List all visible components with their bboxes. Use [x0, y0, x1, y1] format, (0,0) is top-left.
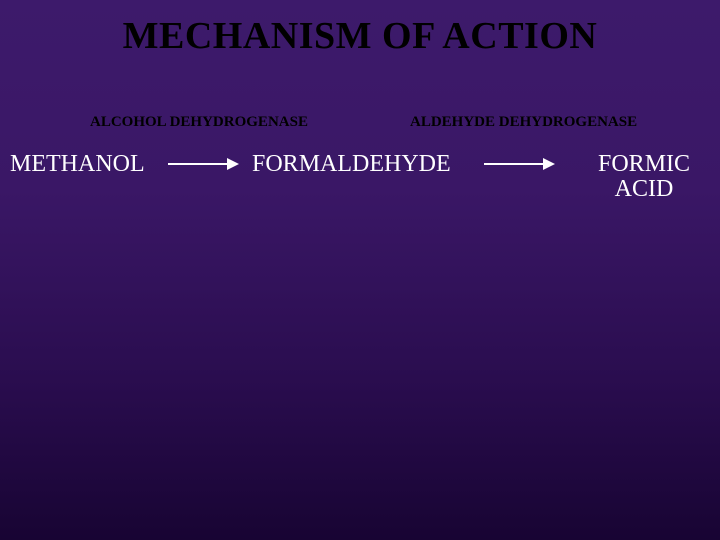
compound-formaldehyde: FORMALDEHYDE — [252, 152, 451, 177]
arrow-line — [168, 163, 228, 165]
arrow-line — [484, 163, 544, 165]
compound-methanol: METHANOL — [10, 152, 145, 177]
enzyme-label-aldehyde-dehydrogenase: ALDEHYDE DEHYDROGENASE — [410, 114, 637, 131]
slide-title: MECHANISM OF ACTION — [0, 14, 720, 58]
enzyme-label-alcohol-dehydrogenase: ALCOHOL DEHYDROGENASE — [90, 114, 308, 131]
compound-formic-acid: FORMIC ACID — [598, 152, 690, 202]
arrow-formaldehyde-to-formic-acid — [484, 163, 554, 165]
arrow-methanol-to-formaldehyde — [168, 163, 238, 165]
